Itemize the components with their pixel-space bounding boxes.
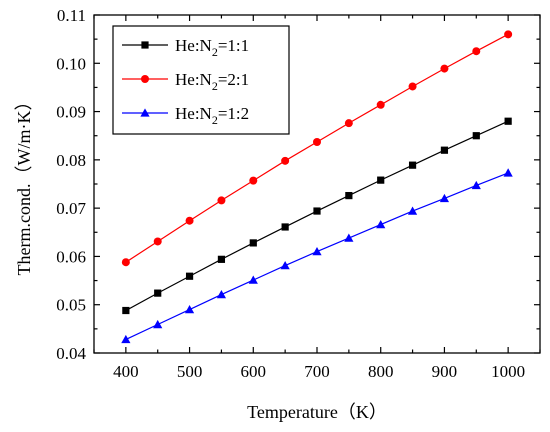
legend-label: He:N2=1:2	[175, 104, 249, 127]
data-point	[153, 237, 162, 246]
data-point	[121, 334, 131, 344]
series-2	[121, 30, 513, 267]
legend-label: He:N2=1:1	[175, 36, 249, 59]
x-tick-label: 800	[368, 362, 394, 381]
data-point	[312, 247, 322, 256]
y-tick-label: 0.10	[56, 54, 86, 73]
series-line	[125, 172, 509, 341]
x-tick-label: 700	[304, 362, 330, 381]
legend-marker	[141, 41, 149, 49]
series-layer	[121, 30, 513, 344]
data-point	[472, 47, 481, 56]
legend: He:N2=1:1 He:N2=2:1 He:N2=1:2	[112, 25, 290, 135]
data-point	[504, 30, 513, 39]
data-point	[216, 289, 227, 299]
y-tick-label: 0.11	[57, 6, 86, 25]
data-point	[281, 223, 289, 231]
legend-marker	[141, 75, 149, 83]
data-point	[440, 64, 449, 73]
data-point	[440, 146, 449, 154]
legend-item-3: He:N2=1:2	[122, 104, 249, 127]
data-point	[249, 176, 258, 185]
series-3	[121, 168, 513, 344]
x-axis-title: Temperature（K）	[247, 402, 387, 422]
series-line	[125, 120, 509, 312]
data-point	[377, 176, 385, 184]
data-point	[248, 275, 258, 284]
y-tick-label: 0.08	[56, 151, 86, 170]
data-point	[281, 156, 290, 165]
legend-item-2: He:N2=2:1	[122, 70, 249, 93]
data-point	[184, 304, 195, 314]
data-point	[407, 206, 418, 215]
y-tick-label: 0.09	[56, 103, 86, 122]
data-point	[185, 216, 194, 225]
x-tick-label: 500	[177, 362, 203, 381]
data-point	[217, 255, 226, 263]
legend-label: He:N2=2:1	[175, 70, 249, 93]
x-tick-label: 600	[241, 362, 267, 381]
data-point	[153, 319, 163, 329]
data-point	[313, 207, 321, 215]
legend-marker	[140, 108, 150, 117]
x-tick-label: 1000	[491, 362, 525, 381]
axis-ticks: 400 500 600 700 800 900 1000 0.04 0.05 0.06 0.07 0.…	[56, 6, 541, 381]
data-point	[122, 306, 130, 315]
legend-item-1: He:N2=1:1	[122, 36, 249, 59]
data-point	[471, 180, 481, 190]
data-point	[280, 261, 290, 270]
data-point	[249, 239, 257, 247]
data-point	[121, 258, 130, 267]
data-point	[345, 191, 353, 200]
data-point	[313, 137, 321, 146]
y-tick-label: 0.07	[56, 199, 86, 218]
data-point	[408, 82, 417, 91]
data-point	[408, 161, 417, 169]
data-point	[344, 119, 353, 128]
series-1	[122, 117, 512, 315]
x-tick-label: 900	[432, 362, 458, 381]
data-point	[472, 132, 480, 140]
data-point	[376, 100, 385, 109]
y-tick-label: 0.05	[56, 296, 86, 315]
y-tick-label: 0.04	[56, 344, 86, 363]
data-point	[503, 168, 513, 177]
data-point	[439, 193, 450, 203]
data-point	[376, 219, 386, 229]
y-tick-label: 0.06	[56, 247, 86, 266]
x-tick-label: 400	[113, 362, 139, 381]
data-point	[185, 272, 194, 280]
data-point	[504, 117, 512, 125]
data-point	[217, 196, 226, 205]
data-point	[154, 289, 162, 297]
data-point	[344, 233, 354, 242]
y-axis-title: Therm.cond.（W/m·K）	[14, 93, 34, 276]
